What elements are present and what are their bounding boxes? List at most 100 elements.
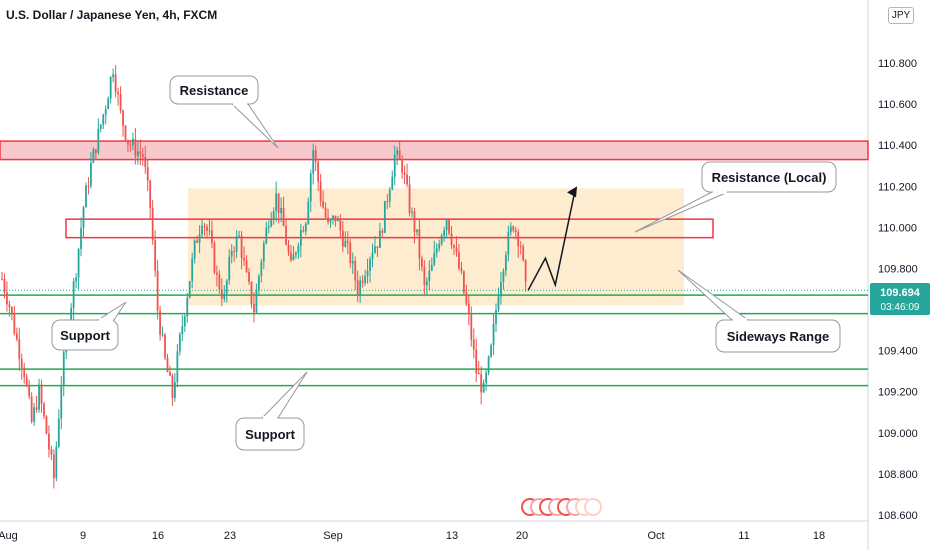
candle-body: [15, 333, 18, 340]
candle-body: [136, 151, 139, 157]
candle-body: [201, 225, 203, 235]
candle-body: [171, 375, 174, 398]
candle-body: [421, 258, 423, 268]
candle-body: [104, 109, 107, 115]
callout-label-support: Support: [245, 427, 295, 442]
candle-body: [376, 246, 379, 248]
candle-body: [18, 339, 21, 359]
candle-body: [430, 265, 433, 271]
candle-body: [129, 144, 132, 146]
candle-body: [416, 229, 418, 232]
candle-body: [455, 247, 458, 252]
candle-body: [6, 292, 8, 305]
candle-body: [472, 339, 475, 350]
x-tick-label: Aug: [0, 530, 18, 542]
candle-body: [94, 149, 97, 153]
y-tick-label: 110.800: [878, 58, 917, 70]
projection-path: [527, 190, 576, 291]
candle-body: [465, 292, 468, 304]
candle-body: [159, 310, 161, 335]
callout-label-support-local: Support: [60, 328, 110, 343]
callout-sideways-range: Sideways Range: [677, 269, 841, 353]
event-marker[interactable]: [584, 498, 602, 516]
candle-body: [28, 385, 31, 397]
candle-body: [396, 150, 399, 155]
candle-body: [287, 244, 290, 253]
candle-body: [517, 231, 520, 247]
candle-body: [369, 259, 371, 271]
candle-body: [45, 416, 48, 434]
candle-body: [191, 258, 194, 282]
candle-body: [161, 334, 164, 336]
annotations-layer: Resistance Resistance (Local) Support Suppo…: [51, 75, 841, 451]
y-tick-label: 110.000: [878, 222, 917, 234]
last-price-value: 109.694: [880, 287, 921, 299]
candle-body: [72, 281, 75, 308]
candle-body: [450, 233, 453, 246]
candle-body: [262, 243, 265, 262]
x-tick-label: Sep: [323, 530, 343, 542]
candle-body: [30, 396, 33, 422]
y-tick-label: 110.400: [878, 140, 917, 152]
candle-body: [443, 230, 446, 236]
candle-body: [87, 185, 90, 187]
candle-body: [401, 159, 404, 173]
candle-body: [233, 250, 236, 252]
candle-body: [507, 232, 510, 255]
candle-body: [117, 91, 119, 95]
candle-body: [509, 226, 512, 233]
candle-body: [198, 234, 201, 243]
candle-body: [433, 252, 436, 266]
economic-events[interactable]: [521, 498, 602, 516]
callout-joint: [733, 318, 747, 322]
candle-body: [453, 245, 455, 248]
candle-body: [322, 201, 324, 208]
candle-body: [50, 449, 53, 455]
candle-body: [408, 184, 411, 213]
candle-body: [406, 174, 408, 185]
candle-body: [425, 281, 428, 286]
candle-body: [524, 260, 527, 282]
candle-body: [504, 254, 507, 271]
candle-body: [151, 207, 154, 241]
callout-joint: [263, 416, 277, 420]
candle-body: [240, 235, 243, 258]
candle-body: [292, 254, 295, 261]
callout-resistance: Resistance: [169, 75, 279, 149]
candle-body: [497, 296, 500, 311]
candle-body: [290, 252, 292, 261]
candle-body: [43, 403, 45, 417]
candle-body: [260, 261, 263, 276]
candle-body: [8, 304, 11, 308]
callout-box: [701, 161, 837, 193]
candle-body: [522, 246, 525, 261]
candle-body: [253, 304, 255, 313]
candle-body: [327, 217, 329, 223]
currency-badge[interactable]: JPY: [888, 7, 914, 24]
candle-body: [245, 260, 248, 272]
y-tick-label: 109.000: [878, 428, 918, 440]
callout-box: [51, 319, 119, 351]
candle-body: [339, 219, 342, 231]
candle-body: [270, 219, 273, 227]
candle-body: [359, 280, 362, 296]
resistance-local-zone: [65, 218, 714, 239]
candle-body: [314, 150, 317, 162]
candle-body: [250, 281, 253, 305]
candle-body: [97, 128, 100, 153]
candle-body: [169, 372, 171, 376]
callout-label-resistance: Resistance: [180, 83, 249, 98]
candle-body: [70, 307, 73, 329]
price-tag-layer: 109.694 03:46:09: [870, 283, 930, 315]
candle-body: [324, 207, 327, 218]
candle-body: [492, 323, 495, 346]
candle-body: [519, 246, 522, 248]
candle-body: [418, 229, 421, 259]
candle-body: [371, 252, 374, 260]
candle-body: [132, 139, 134, 145]
candle-body: [364, 276, 366, 283]
candle-body: [265, 227, 268, 244]
candle-body: [127, 139, 129, 145]
candle-body: [514, 230, 517, 232]
